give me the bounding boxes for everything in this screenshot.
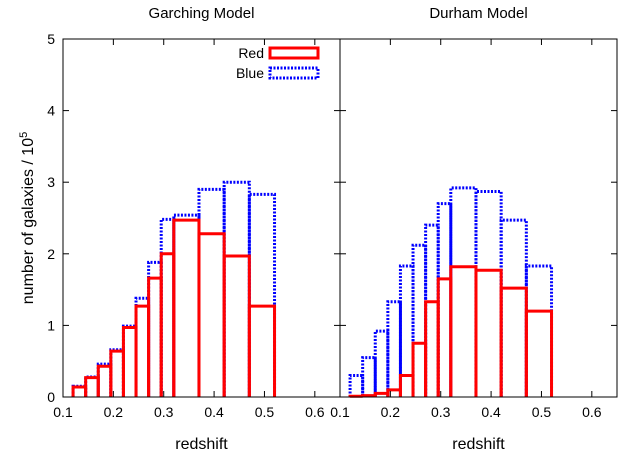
garching-y-tick-label: 4 xyxy=(47,103,55,119)
durham-red-bar xyxy=(436,277,453,397)
garching-y-tick-label: 5 xyxy=(47,31,55,47)
durham-x-tick-label: 0.6 xyxy=(582,404,602,420)
durham-blue-bar xyxy=(348,374,365,397)
garching-blue-bar xyxy=(197,187,226,397)
garching-blue-bar xyxy=(121,324,138,397)
durham-blue-bar xyxy=(373,329,390,397)
garching-red-bar xyxy=(134,304,151,397)
legend-blue-label: Blue xyxy=(236,65,264,81)
durham-red-bar xyxy=(373,391,390,397)
garching-red-bar xyxy=(247,304,277,397)
garching-x-tick-label: 0.4 xyxy=(204,404,224,420)
durham-axis-frame xyxy=(339,38,618,398)
durham-red-bar xyxy=(424,300,440,397)
durham-blue-bar xyxy=(361,356,377,397)
garching-red-bar xyxy=(159,252,176,397)
garching-axis-frame xyxy=(62,38,341,398)
durham-blue-bar xyxy=(524,264,554,397)
durham-blue-bar xyxy=(398,264,415,397)
durham-x-tick-label: 0.4 xyxy=(481,404,501,420)
garching-blue-bar xyxy=(147,260,163,397)
garching-blue-bar xyxy=(247,192,277,397)
garching-y-tick-label: 0 xyxy=(47,389,55,405)
garching-blue-bar xyxy=(134,296,151,397)
garching-x-tick-label: 0.3 xyxy=(154,404,174,420)
durham-blue-bar xyxy=(386,300,402,397)
garching-red-bar xyxy=(84,376,100,397)
garching-red-bar xyxy=(121,326,138,397)
y-axis-label-exponent: 5 xyxy=(18,132,30,138)
garching-y-tick-label: 1 xyxy=(47,317,55,333)
garching-x-tick-label: 0.2 xyxy=(104,404,124,420)
garching-panel: 0.1 0.2 0.3 0.4 0.5 0.6 0 1 2 3 4 5 xyxy=(47,31,341,420)
durham-blue-bar xyxy=(499,218,528,397)
durham-x-tick-label: 0.2 xyxy=(381,404,401,420)
garching-blue-bar xyxy=(84,375,100,397)
durham-red-bar xyxy=(386,388,402,397)
y-axis-label-text: number of galaxies / 10 xyxy=(20,138,37,304)
y-axis-label: number of galaxies / 105 xyxy=(18,132,37,304)
durham-x-axis-label: redshift xyxy=(452,436,505,453)
garching-red-bar xyxy=(172,218,201,397)
durham-blue-bar xyxy=(474,190,503,397)
legend-red-label: Red xyxy=(238,45,264,61)
durham-blue-bar xyxy=(411,243,428,397)
durham-panel: 0.1 0.2 0.3 0.4 0.5 0.6 xyxy=(330,38,618,420)
legend: Red Blue xyxy=(236,45,320,81)
garching-panel-title: Garching Model xyxy=(149,5,255,22)
garching-red-bar xyxy=(71,385,88,397)
garching-x-axis-label: redshift xyxy=(175,436,228,453)
durham-red-bar xyxy=(411,341,428,397)
durham-red-bar xyxy=(474,268,503,397)
garching-x-tick-label: 0.6 xyxy=(305,404,325,420)
garching-x-tick-label: 0.1 xyxy=(53,404,73,420)
durham-blue-bar xyxy=(449,186,478,397)
durham-red-bar xyxy=(449,265,478,397)
garching-blue-bar xyxy=(109,348,125,397)
durham-blue-bar xyxy=(436,202,453,397)
garching-y-tick-label: 3 xyxy=(47,174,55,190)
durham-blue-bar xyxy=(424,223,440,397)
garching-red-bar xyxy=(96,364,113,397)
garching-x-tick-label: 0.5 xyxy=(255,404,275,420)
garching-blue-bar xyxy=(159,217,176,397)
durham-red-bar xyxy=(499,286,528,397)
durham-red-bar xyxy=(398,374,415,397)
garching-red-bar xyxy=(222,254,251,397)
durham-x-tick-label: 0.1 xyxy=(330,404,350,420)
garching-blue-bar xyxy=(172,213,201,397)
legend-blue-swatch xyxy=(268,66,320,80)
garching-red-bar xyxy=(147,276,163,397)
garching-y-tick-label: 2 xyxy=(47,246,55,262)
garching-blue-bar xyxy=(222,180,251,397)
durham-red-bar xyxy=(524,309,554,397)
durham-panel-title: Durham Model xyxy=(429,5,527,22)
garching-blue-bar xyxy=(96,362,113,397)
durham-x-tick-label: 0.5 xyxy=(532,404,552,420)
durham-x-tick-label: 0.3 xyxy=(431,404,451,420)
garching-red-bar xyxy=(109,349,125,397)
garching-red-bar xyxy=(197,232,226,397)
legend-red-swatch xyxy=(268,46,320,60)
